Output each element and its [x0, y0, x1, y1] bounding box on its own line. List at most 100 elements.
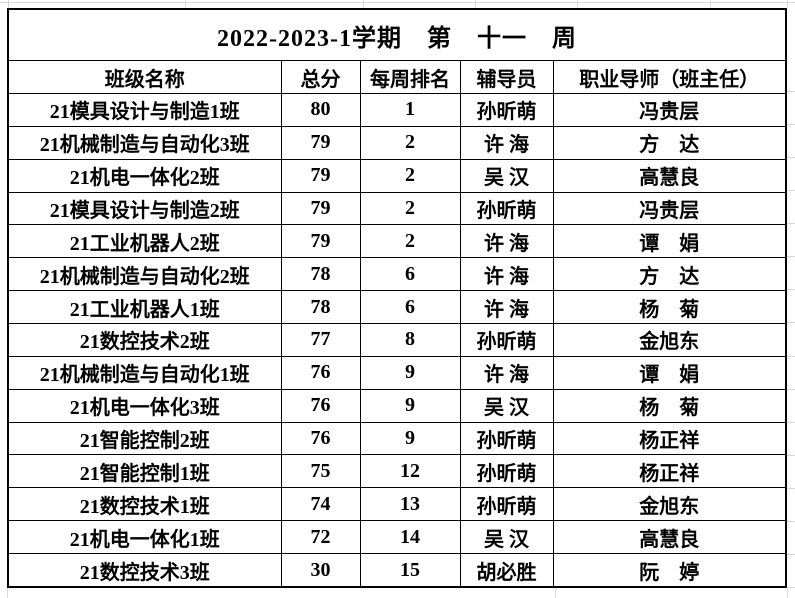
- gridline: [475, 0, 476, 8]
- table-row: 21工业机器人2班 79 2 许 海谭 娟: [7, 224, 787, 259]
- cell-counselor[interactable]: 孙昕萌: [459, 487, 554, 522]
- cell-class-name[interactable]: 21工业机器人2班: [7, 224, 282, 259]
- cell-counselor[interactable]: 孙昕萌: [459, 93, 554, 127]
- cell-weekly-rank[interactable]: 2: [359, 224, 461, 259]
- cell-mentor[interactable]: 阮 婷: [552, 553, 787, 588]
- cell-class-name[interactable]: 21数控技术1班: [7, 487, 282, 522]
- cell-counselor[interactable]: 孙昕萌: [459, 191, 554, 226]
- cell-counselor[interactable]: 吴 汉: [459, 388, 554, 423]
- cell-total-score[interactable]: 75: [280, 454, 361, 489]
- cell-mentor[interactable]: 方 达: [552, 257, 787, 292]
- cell-mentor[interactable]: 杨正祥: [552, 454, 787, 489]
- cell-weekly-rank[interactable]: 14: [359, 520, 461, 555]
- cell-counselor[interactable]: 许 海: [459, 290, 554, 325]
- cell-counselor[interactable]: 孙昕萌: [459, 323, 554, 357]
- cell-weekly-rank[interactable]: 12: [359, 454, 461, 489]
- title-row: 2022-2023-1学期 第 十一 周: [7, 8, 787, 61]
- cell-counselor[interactable]: 孙昕萌: [459, 421, 554, 456]
- cell-mentor[interactable]: 杨正祥: [552, 421, 787, 456]
- cell-total-score[interactable]: 80: [280, 93, 361, 127]
- table-row: 21工业机器人1班 78 6 许 海杨 菊: [7, 290, 787, 325]
- gridline: [785, 389, 795, 390]
- table-row: 21模具设计与制造2班 79 2 孙昕萌 冯贵层: [7, 191, 787, 226]
- table-row: 21智能控制1班 75 12 孙昕萌 杨正祥: [7, 454, 787, 489]
- cell-class-name[interactable]: 21机械制造与自动化3班: [7, 125, 282, 160]
- cell-class-name[interactable]: 21机械制造与自动化2班: [7, 257, 282, 292]
- cell-weekly-rank[interactable]: 9: [359, 421, 461, 456]
- header-row: 班级名称 总分 每周排名 辅导员 职业导师（班主任）: [7, 60, 787, 94]
- gridline: [185, 0, 186, 8]
- cell-counselor[interactable]: 胡必胜: [459, 553, 554, 588]
- cell-weekly-rank[interactable]: 8: [359, 323, 461, 357]
- column-header-weekly-rank[interactable]: 每周排名: [359, 60, 461, 94]
- cell-counselor[interactable]: 许 海: [459, 355, 554, 390]
- gridline: [577, 0, 578, 8]
- cell-total-score[interactable]: 76: [280, 388, 361, 423]
- cell-weekly-rank[interactable]: 13: [359, 487, 461, 522]
- cell-mentor[interactable]: 金旭东: [552, 487, 787, 522]
- cell-class-name[interactable]: 21工业机器人1班: [7, 290, 282, 325]
- cell-mentor[interactable]: 杨 菊: [552, 290, 787, 325]
- cell-mentor[interactable]: 高慧良: [552, 520, 787, 555]
- cell-counselor[interactable]: 许 海: [459, 257, 554, 292]
- cell-class-name[interactable]: 21机械制造与自动化1班: [7, 355, 282, 390]
- cell-total-score[interactable]: 78: [280, 257, 361, 292]
- cell-class-name[interactable]: 21智能控制1班: [7, 454, 282, 489]
- cell-weekly-rank[interactable]: 6: [359, 290, 461, 325]
- cell-weekly-rank[interactable]: 6: [359, 257, 461, 292]
- cell-counselor[interactable]: 吴 汉: [459, 520, 554, 555]
- gridline: [785, 256, 795, 257]
- cell-total-score[interactable]: 79: [280, 191, 361, 226]
- cell-mentor[interactable]: 谭 娟: [552, 355, 787, 390]
- cell-total-score[interactable]: 72: [280, 520, 361, 555]
- cell-mentor[interactable]: 方 达: [552, 125, 787, 160]
- cell-class-name[interactable]: 21模具设计与制造1班: [7, 93, 282, 127]
- cell-weekly-rank[interactable]: 2: [359, 191, 461, 226]
- column-header-counselor[interactable]: 辅导员: [459, 60, 554, 94]
- cell-class-name[interactable]: 21机电一体化2班: [7, 158, 282, 193]
- table-row: 21智能控制2班 76 9 孙昕萌 杨正祥: [7, 421, 787, 456]
- cell-class-name[interactable]: 21模具设计与制造2班: [7, 191, 282, 226]
- gridline: [785, 455, 795, 456]
- cell-total-score[interactable]: 74: [280, 487, 361, 522]
- cell-weekly-rank[interactable]: 15: [359, 553, 461, 588]
- cell-total-score[interactable]: 77: [280, 323, 361, 357]
- cell-mentor[interactable]: 冯贵层: [552, 93, 787, 127]
- cell-total-score[interactable]: 76: [280, 355, 361, 390]
- cell-weekly-rank[interactable]: 9: [359, 388, 461, 423]
- cell-class-name[interactable]: 21数控技术3班: [7, 553, 282, 588]
- cell-weekly-rank[interactable]: 1: [359, 93, 461, 127]
- cell-class-name[interactable]: 21机电一体化3班: [7, 388, 282, 423]
- cell-counselor[interactable]: 许 海: [459, 224, 554, 259]
- cell-weekly-rank[interactable]: 2: [359, 125, 461, 160]
- cell-class-name[interactable]: 21数控技术2班: [7, 323, 282, 357]
- gridline: [785, 554, 795, 555]
- cell-mentor[interactable]: 冯贵层: [552, 191, 787, 226]
- cell-mentor[interactable]: 金旭东: [552, 323, 787, 357]
- column-header-total-score[interactable]: 总分: [280, 60, 361, 94]
- cell-class-name[interactable]: 21智能控制2班: [7, 421, 282, 456]
- cell-counselor[interactable]: 吴 汉: [459, 158, 554, 193]
- cell-counselor[interactable]: 许 海: [459, 125, 554, 160]
- cell-total-score[interactable]: 79: [280, 224, 361, 259]
- cell-total-score[interactable]: 78: [280, 290, 361, 325]
- cell-mentor[interactable]: 谭 娟: [552, 224, 787, 259]
- cell-weekly-rank[interactable]: 9: [359, 355, 461, 390]
- cell-class-name[interactable]: 21机电一体化1班: [7, 520, 282, 555]
- cell-counselor[interactable]: 孙昕萌: [459, 454, 554, 489]
- table-row: 21机械制造与自动化1班 76 9 许 海谭 娟: [7, 355, 787, 390]
- gridline: [787, 588, 788, 598]
- column-header-class-name[interactable]: 班级名称: [7, 60, 282, 94]
- table-body: 2022-2023-1学期 第 十一 周 班级名称 总分 每周排名 辅导员 职业…: [7, 8, 787, 588]
- cell-total-score[interactable]: 30: [280, 553, 361, 588]
- cell-weekly-rank[interactable]: 2: [359, 158, 461, 193]
- cell-mentor[interactable]: 高慧良: [552, 158, 787, 193]
- cell-mentor[interactable]: 杨 菊: [552, 388, 787, 423]
- cell-total-score[interactable]: 76: [280, 421, 361, 456]
- table-title-cell[interactable]: 2022-2023-1学期 第 十一 周: [7, 8, 787, 61]
- gridline: [7, 588, 8, 598]
- cell-total-score[interactable]: 79: [280, 158, 361, 193]
- cell-total-score[interactable]: 79: [280, 125, 361, 160]
- column-header-mentor[interactable]: 职业导师（班主任）: [552, 60, 787, 94]
- table-row: 21机电一体化2班 79 2 吴 汉高慧良: [7, 158, 787, 193]
